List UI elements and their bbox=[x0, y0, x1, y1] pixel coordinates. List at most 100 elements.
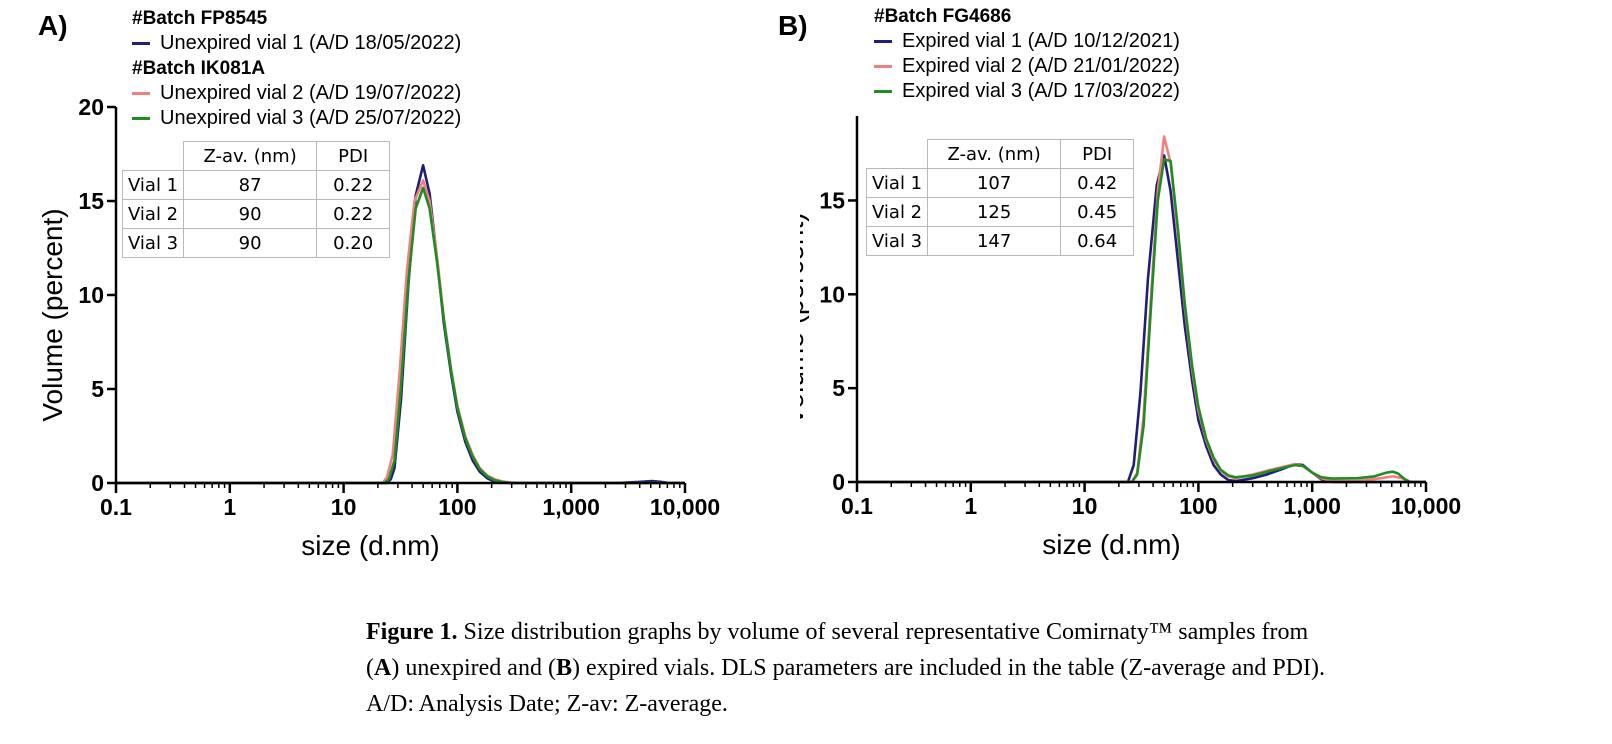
series-line-3 bbox=[857, 157, 1426, 484]
y-tick-label: 5 bbox=[832, 375, 845, 401]
legend-entry: Expired vial 1 (A/D 10/12/2021) bbox=[874, 29, 1180, 54]
table-cell: Vial 2 bbox=[865, 197, 929, 227]
legend-swatch bbox=[874, 65, 892, 68]
table-header-cell bbox=[866, 139, 929, 169]
x-axis-label: size (d.nm) bbox=[1042, 529, 1180, 560]
table-header-cell: PDI bbox=[316, 141, 391, 171]
y-tick-label: 15 bbox=[78, 188, 104, 214]
caption-ref-a: A bbox=[374, 655, 392, 681]
panel-letter: B) bbox=[778, 10, 808, 41]
table-row: Vial 2 125 0.45 bbox=[865, 197, 1135, 227]
table-cell: 0.22 bbox=[316, 170, 391, 200]
x-axis-label: size (d.nm) bbox=[301, 530, 439, 561]
stats-table: Z-av. (nm) PDI Vial 1 107 0.42 Vial 2 125 0.45 V… bbox=[865, 139, 1135, 256]
table-cell: Vial 1 bbox=[121, 170, 185, 200]
table-cell: 0.22 bbox=[316, 199, 391, 229]
table-cell: 0.64 bbox=[1060, 226, 1135, 256]
x-tick-label: 100 bbox=[438, 494, 476, 520]
legend-entry: Expired vial 2 (A/D 21/01/2022) bbox=[874, 54, 1180, 79]
series-line-3 bbox=[116, 186, 685, 485]
y-tick-label: 10 bbox=[819, 281, 845, 307]
table-header-cell bbox=[122, 141, 185, 171]
table-cell: Vial 3 bbox=[865, 226, 929, 256]
legend-swatch bbox=[132, 42, 150, 45]
table-header-cell: Z-av. (nm) bbox=[927, 139, 1062, 169]
y-tick-label: 15 bbox=[819, 187, 845, 213]
caption-line-3: A/D: Analysis Date; Z-av: Z-average. bbox=[366, 691, 728, 717]
table-cell: 147 bbox=[927, 226, 1062, 256]
table-row: Vial 3 147 0.64 bbox=[865, 226, 1135, 256]
caption-line-2: (A) unexpired and (B) expired vials. DLS… bbox=[366, 650, 1606, 686]
x-tick-label: 1,000 bbox=[542, 494, 600, 520]
caption-text: Size distribution graphs by volume of se… bbox=[457, 619, 1309, 645]
panel-letter: A) bbox=[38, 10, 68, 41]
legend-batch-label: #Batch FG4686 bbox=[874, 6, 1012, 27]
y-tick-label: 0 bbox=[91, 470, 104, 496]
y-axis-label: Volume (percent) bbox=[800, 212, 809, 425]
table-cell: 0.42 bbox=[1060, 168, 1135, 198]
table-cell: Vial 2 bbox=[121, 199, 185, 229]
table-cell: 90 bbox=[183, 199, 318, 229]
y-tick-label: 20 bbox=[78, 94, 104, 120]
table-header-row: Z-av. (nm) PDI bbox=[866, 139, 1135, 169]
x-tick-label: 10 bbox=[1072, 493, 1098, 519]
y-tick-label: 5 bbox=[91, 376, 104, 402]
table-row: Vial 1 107 0.42 bbox=[865, 168, 1135, 198]
legend-entry: Unexpired vial 2 (A/D 19/07/2022) bbox=[132, 81, 461, 106]
legend: #Batch FG4686 Expired vial 1 (A/D 10/12/2… bbox=[874, 4, 1180, 104]
figure-caption: Figure 1. Size distribution graphs by vo… bbox=[366, 614, 1606, 722]
table-cell: 0.20 bbox=[316, 228, 391, 258]
caption-text: ( bbox=[366, 655, 374, 681]
table-header-cell: PDI bbox=[1060, 139, 1135, 169]
table-row: Vial 1 87 0.22 bbox=[121, 170, 391, 200]
table-cell: 107 bbox=[927, 168, 1062, 198]
x-tick-label: 1,000 bbox=[1283, 493, 1341, 519]
table-header-cell: Z-av. (nm) bbox=[183, 141, 318, 171]
table-header-row: Z-av. (nm) PDI bbox=[122, 141, 391, 171]
legend-entry: Expired vial 3 (A/D 17/03/2022) bbox=[874, 79, 1180, 104]
x-tick-label: 0.1 bbox=[841, 493, 873, 519]
table-cell: 125 bbox=[927, 197, 1062, 227]
x-tick-label: 0.1 bbox=[100, 494, 132, 520]
caption-text: ) expired vials. DLS parameters are incl… bbox=[571, 655, 1325, 681]
legend-label: Expired vial 2 (A/D 21/01/2022) bbox=[902, 55, 1180, 77]
table-row: Vial 2 90 0.22 bbox=[121, 199, 391, 229]
caption-ref-b: B bbox=[555, 655, 572, 681]
stats-table: Z-av. (nm) PDI Vial 1 87 0.22 Vial 2 90 0.22 Via… bbox=[121, 141, 391, 258]
panel-a: 0.1 1 10 100 1,000 10,000 0 5 10 15 20 size (d.nm) V… bbox=[0, 0, 780, 590]
legend-entry: Unexpired vial 3 (A/D 25/07/2022) bbox=[132, 106, 461, 131]
chart-b: 0.1 1 10 100 1,000 10,000 0 5 10 15 size (d.nm) Vol… bbox=[800, 116, 1461, 560]
legend-entry: Unexpired vial 1 (A/D 18/05/2022) bbox=[132, 31, 461, 56]
legend-label: Expired vial 1 (A/D 10/12/2021) bbox=[902, 30, 1180, 52]
legend-label: Unexpired vial 2 (A/D 19/07/2022) bbox=[160, 82, 462, 104]
legend-swatch bbox=[874, 90, 892, 93]
x-tick-label: 1 bbox=[223, 494, 236, 520]
x-tick-label: 100 bbox=[1179, 493, 1217, 519]
panel-b: 0.1 1 10 100 1,000 10,000 0 5 10 15 size (d.nm) Vol… bbox=[778, 0, 1580, 590]
legend: #Batch FP8545 Unexpired vial 1 (A/D 18/05… bbox=[132, 6, 461, 131]
x-tick-label: 1 bbox=[964, 493, 977, 519]
chart-a: 0.1 1 10 100 1,000 10,000 0 5 10 15 20 size (d.nm) V… bbox=[37, 94, 720, 561]
legend-swatch bbox=[874, 40, 892, 43]
x-tick-label: 10,000 bbox=[1391, 493, 1461, 519]
y-tick-label: 10 bbox=[78, 282, 104, 308]
table-cell: 87 bbox=[183, 170, 318, 200]
table-cell: Vial 3 bbox=[121, 228, 185, 258]
legend-label: Expired vial 3 (A/D 17/03/2022) bbox=[902, 80, 1180, 102]
x-tick-label: 10,000 bbox=[650, 494, 720, 520]
legend-swatch bbox=[132, 117, 150, 120]
caption-label: Figure 1. bbox=[366, 619, 458, 645]
y-tick-label: 0 bbox=[832, 469, 845, 495]
table-cell: Vial 1 bbox=[865, 168, 929, 198]
legend-swatch bbox=[132, 92, 150, 95]
legend-batch-label: #Batch IK081A bbox=[132, 58, 266, 79]
x-tick-label: 10 bbox=[331, 494, 357, 520]
caption-text: ) unexpired and ( bbox=[391, 655, 556, 681]
legend-label: Unexpired vial 1 (A/D 18/05/2022) bbox=[160, 32, 462, 54]
table-cell: 90 bbox=[183, 228, 318, 258]
legend-batch-label: #Batch FP8545 bbox=[132, 8, 268, 29]
table-cell: 0.45 bbox=[1060, 197, 1135, 227]
caption-line-1: Figure 1. Size distribution graphs by vo… bbox=[366, 614, 1606, 650]
table-row: Vial 3 90 0.20 bbox=[121, 228, 391, 258]
legend-label: Unexpired vial 3 (A/D 25/07/2022) bbox=[160, 107, 462, 129]
